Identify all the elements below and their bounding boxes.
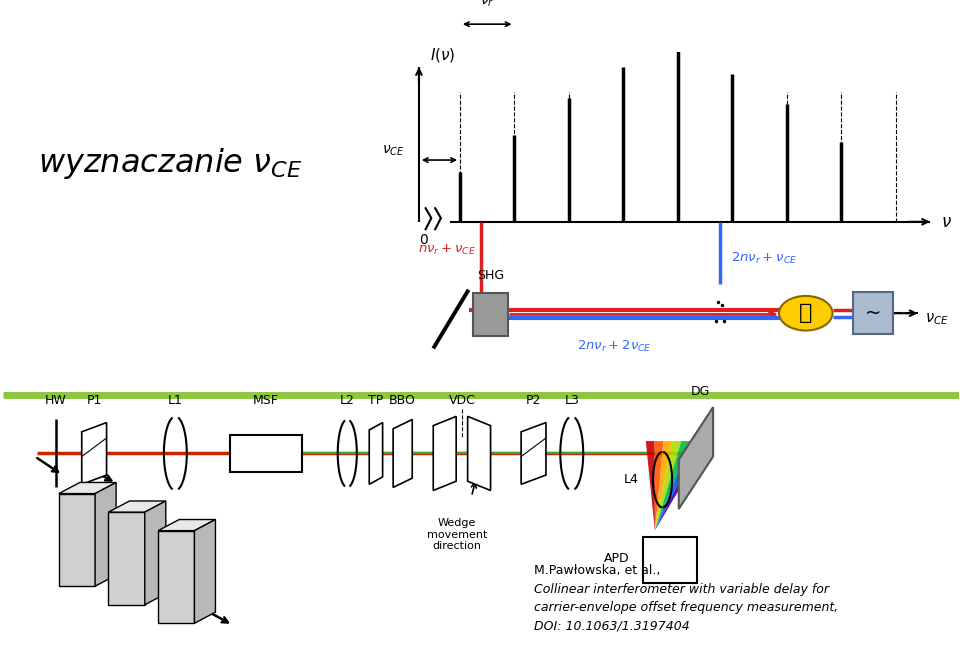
Text: Collinear interferometer with variable delay for: Collinear interferometer with variable d… [534,583,828,596]
Text: VDC: VDC [448,394,475,407]
Polygon shape [59,482,116,494]
Polygon shape [646,441,655,531]
Text: 0: 0 [420,234,428,248]
Polygon shape [521,423,546,484]
Polygon shape [108,501,166,512]
Text: $n\nu_r + \nu_{CE}$: $n\nu_r + \nu_{CE}$ [419,242,476,256]
Polygon shape [679,407,713,509]
Text: P1: P1 [86,394,102,407]
Polygon shape [145,501,166,605]
Polygon shape [59,494,95,586]
Text: DG: DG [691,385,710,398]
Polygon shape [82,423,107,484]
Text: $\nu$: $\nu$ [942,213,952,231]
Text: P2: P2 [526,394,541,407]
Polygon shape [655,441,672,531]
Text: carrier-envelope offset frequency measurement,: carrier-envelope offset frequency measur… [534,601,838,615]
Text: SHG: SHG [477,269,504,282]
Polygon shape [655,441,699,531]
Text: wyznaczanie $\nu_{CE}$: wyznaczanie $\nu_{CE}$ [38,146,302,180]
Text: $2n\nu_r + 2\nu_{CE}$: $2n\nu_r + 2\nu_{CE}$ [577,339,652,354]
Text: L3: L3 [564,394,579,407]
Text: M.Pawłowska, et al.,: M.Pawłowska, et al., [534,564,660,577]
Polygon shape [195,519,215,623]
Polygon shape [95,482,116,586]
Text: TP: TP [369,394,384,407]
Bar [473,293,508,336]
Text: Wedge
movement
direction: Wedge movement direction [427,518,488,552]
Text: BBO: BBO [389,394,416,407]
Bar [229,435,302,472]
Polygon shape [394,419,412,487]
Polygon shape [158,531,195,623]
Text: HW: HW [45,394,67,407]
Polygon shape [655,441,690,531]
Bar [643,537,697,583]
Text: $\nu_r$: $\nu_r$ [480,0,494,9]
Text: L2: L2 [340,394,354,407]
Polygon shape [433,417,456,491]
Text: APD: APD [604,552,629,565]
Polygon shape [655,441,708,531]
Circle shape [779,296,832,331]
Text: MSF: MSF [253,394,279,407]
Text: $\nu_{CE}$: $\nu_{CE}$ [925,311,948,327]
Polygon shape [158,519,215,531]
Text: $2n\nu_r + \nu_{CE}$: $2n\nu_r + \nu_{CE}$ [732,252,798,266]
Text: ~: ~ [864,304,881,323]
Text: L1: L1 [168,394,182,407]
Polygon shape [370,423,383,484]
Polygon shape [655,441,663,531]
Text: L4: L4 [624,473,638,486]
Polygon shape [655,441,682,531]
Bar [852,293,893,334]
Text: $I(\nu)$: $I(\nu)$ [430,46,456,64]
Text: $\nu_{CE}$: $\nu_{CE}$ [382,144,404,158]
Polygon shape [468,417,491,491]
Text: DOI: 10.1063/1.3197404: DOI: 10.1063/1.3197404 [534,620,689,633]
Text: Ⓖ: Ⓖ [799,303,812,323]
Polygon shape [108,512,145,605]
